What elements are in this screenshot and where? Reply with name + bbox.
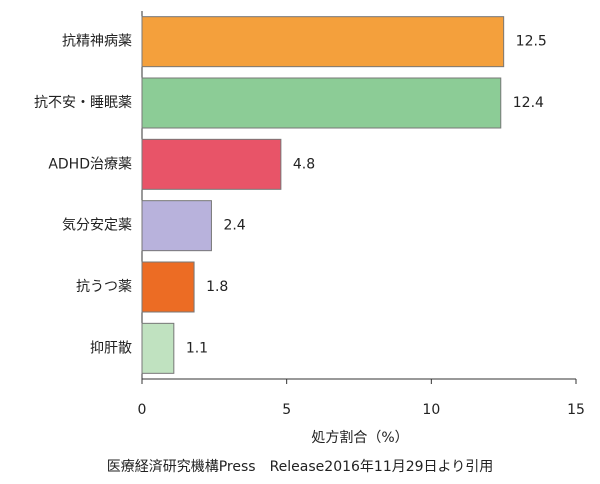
value-label: 12.5 — [516, 34, 547, 50]
source-note: 医療経済研究機構Press Release2016年11月29日より引用 — [107, 458, 494, 475]
x-tick-label: 10 — [422, 402, 440, 418]
value-label: 1.1 — [186, 340, 208, 356]
y-tick-label: ADHD治療薬 — [48, 155, 132, 172]
value-label: 1.8 — [206, 279, 228, 295]
y-tick-label: 抗精神病薬 — [62, 34, 132, 50]
y-tick-label: 抗うつ薬 — [76, 279, 132, 295]
x-tick-label: 0 — [138, 402, 147, 418]
x-axis-label: 処方割合（%） — [311, 429, 408, 446]
bar — [141, 200, 212, 252]
y-tick-label: 抗不安・睡眠薬 — [34, 95, 132, 111]
bar — [141, 77, 502, 129]
bar — [141, 16, 505, 68]
bar — [141, 322, 175, 374]
y-tick-label: 気分安定薬 — [62, 218, 132, 234]
value-label: 12.4 — [513, 95, 544, 111]
x-tick-label: 15 — [567, 402, 585, 418]
y-tick-label: 抑肝散 — [90, 340, 132, 356]
x-tick-label: 5 — [282, 402, 291, 418]
value-label: 4.8 — [293, 156, 315, 172]
bar — [141, 261, 195, 313]
value-label: 2.4 — [223, 218, 245, 234]
bar — [141, 138, 282, 190]
